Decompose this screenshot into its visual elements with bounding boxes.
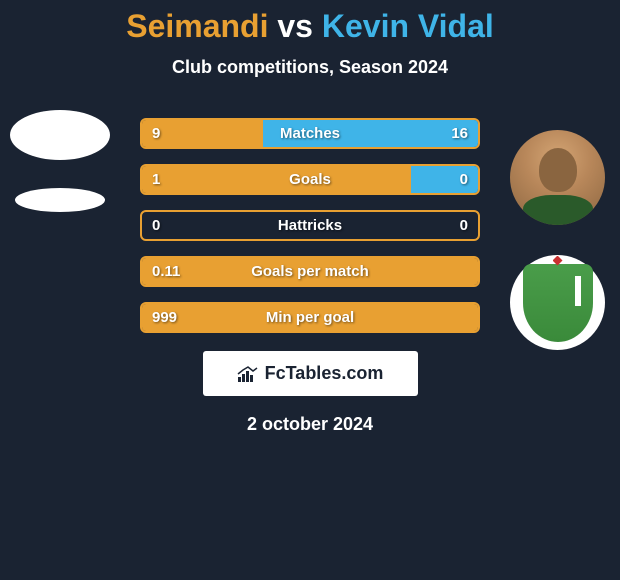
player1-name: Seimandi <box>126 8 268 44</box>
comparison-card: Seimandi vs Kevin Vidal Club competition… <box>0 0 620 435</box>
team-badge-icon <box>523 264 593 342</box>
player1-team-badge <box>15 188 105 212</box>
player1-avatar <box>10 110 110 160</box>
stat-row: 0.11 Goals per match <box>140 256 480 287</box>
player-left-panel <box>10 110 110 212</box>
date-label: 2 october 2024 <box>0 414 620 435</box>
stat-value-left: 9 <box>152 125 160 142</box>
stat-value-right: 0 <box>460 171 468 188</box>
brand-chart-icon <box>237 365 259 383</box>
stat-value-right: 0 <box>460 217 468 234</box>
stat-fill-left <box>142 166 411 193</box>
stat-value-left: 0 <box>152 217 160 234</box>
stat-row: 9 16 Matches <box>140 118 480 149</box>
stat-value-right: 16 <box>451 125 468 142</box>
page-title: Seimandi vs Kevin Vidal <box>0 0 620 45</box>
player2-avatar <box>510 130 605 225</box>
player2-team-badge <box>510 255 605 350</box>
stat-value-left: 999 <box>152 309 177 326</box>
stat-label: Goals per match <box>251 263 369 280</box>
player-right-panel <box>510 130 605 350</box>
stat-label: Hattricks <box>278 217 342 234</box>
player2-name: Kevin Vidal <box>322 8 494 44</box>
vs-text: vs <box>277 8 313 44</box>
brand-box[interactable]: FcTables.com <box>203 351 418 396</box>
stat-label: Min per goal <box>266 309 354 326</box>
stat-label: Matches <box>280 125 340 142</box>
stat-value-left: 1 <box>152 171 160 188</box>
stat-row: 1 0 Goals <box>140 164 480 195</box>
stats-area: 9 16 Matches 1 0 Goals 0 0 Hattricks 0.11 Goals pe… <box>140 118 480 333</box>
subtitle: Club competitions, Season 2024 <box>0 57 620 78</box>
brand-label: FcTables.com <box>265 363 384 384</box>
stat-row: 999 Min per goal <box>140 302 480 333</box>
stat-row: 0 0 Hattricks <box>140 210 480 241</box>
stat-label: Goals <box>289 171 331 188</box>
stat-value-left: 0.11 <box>152 263 180 280</box>
